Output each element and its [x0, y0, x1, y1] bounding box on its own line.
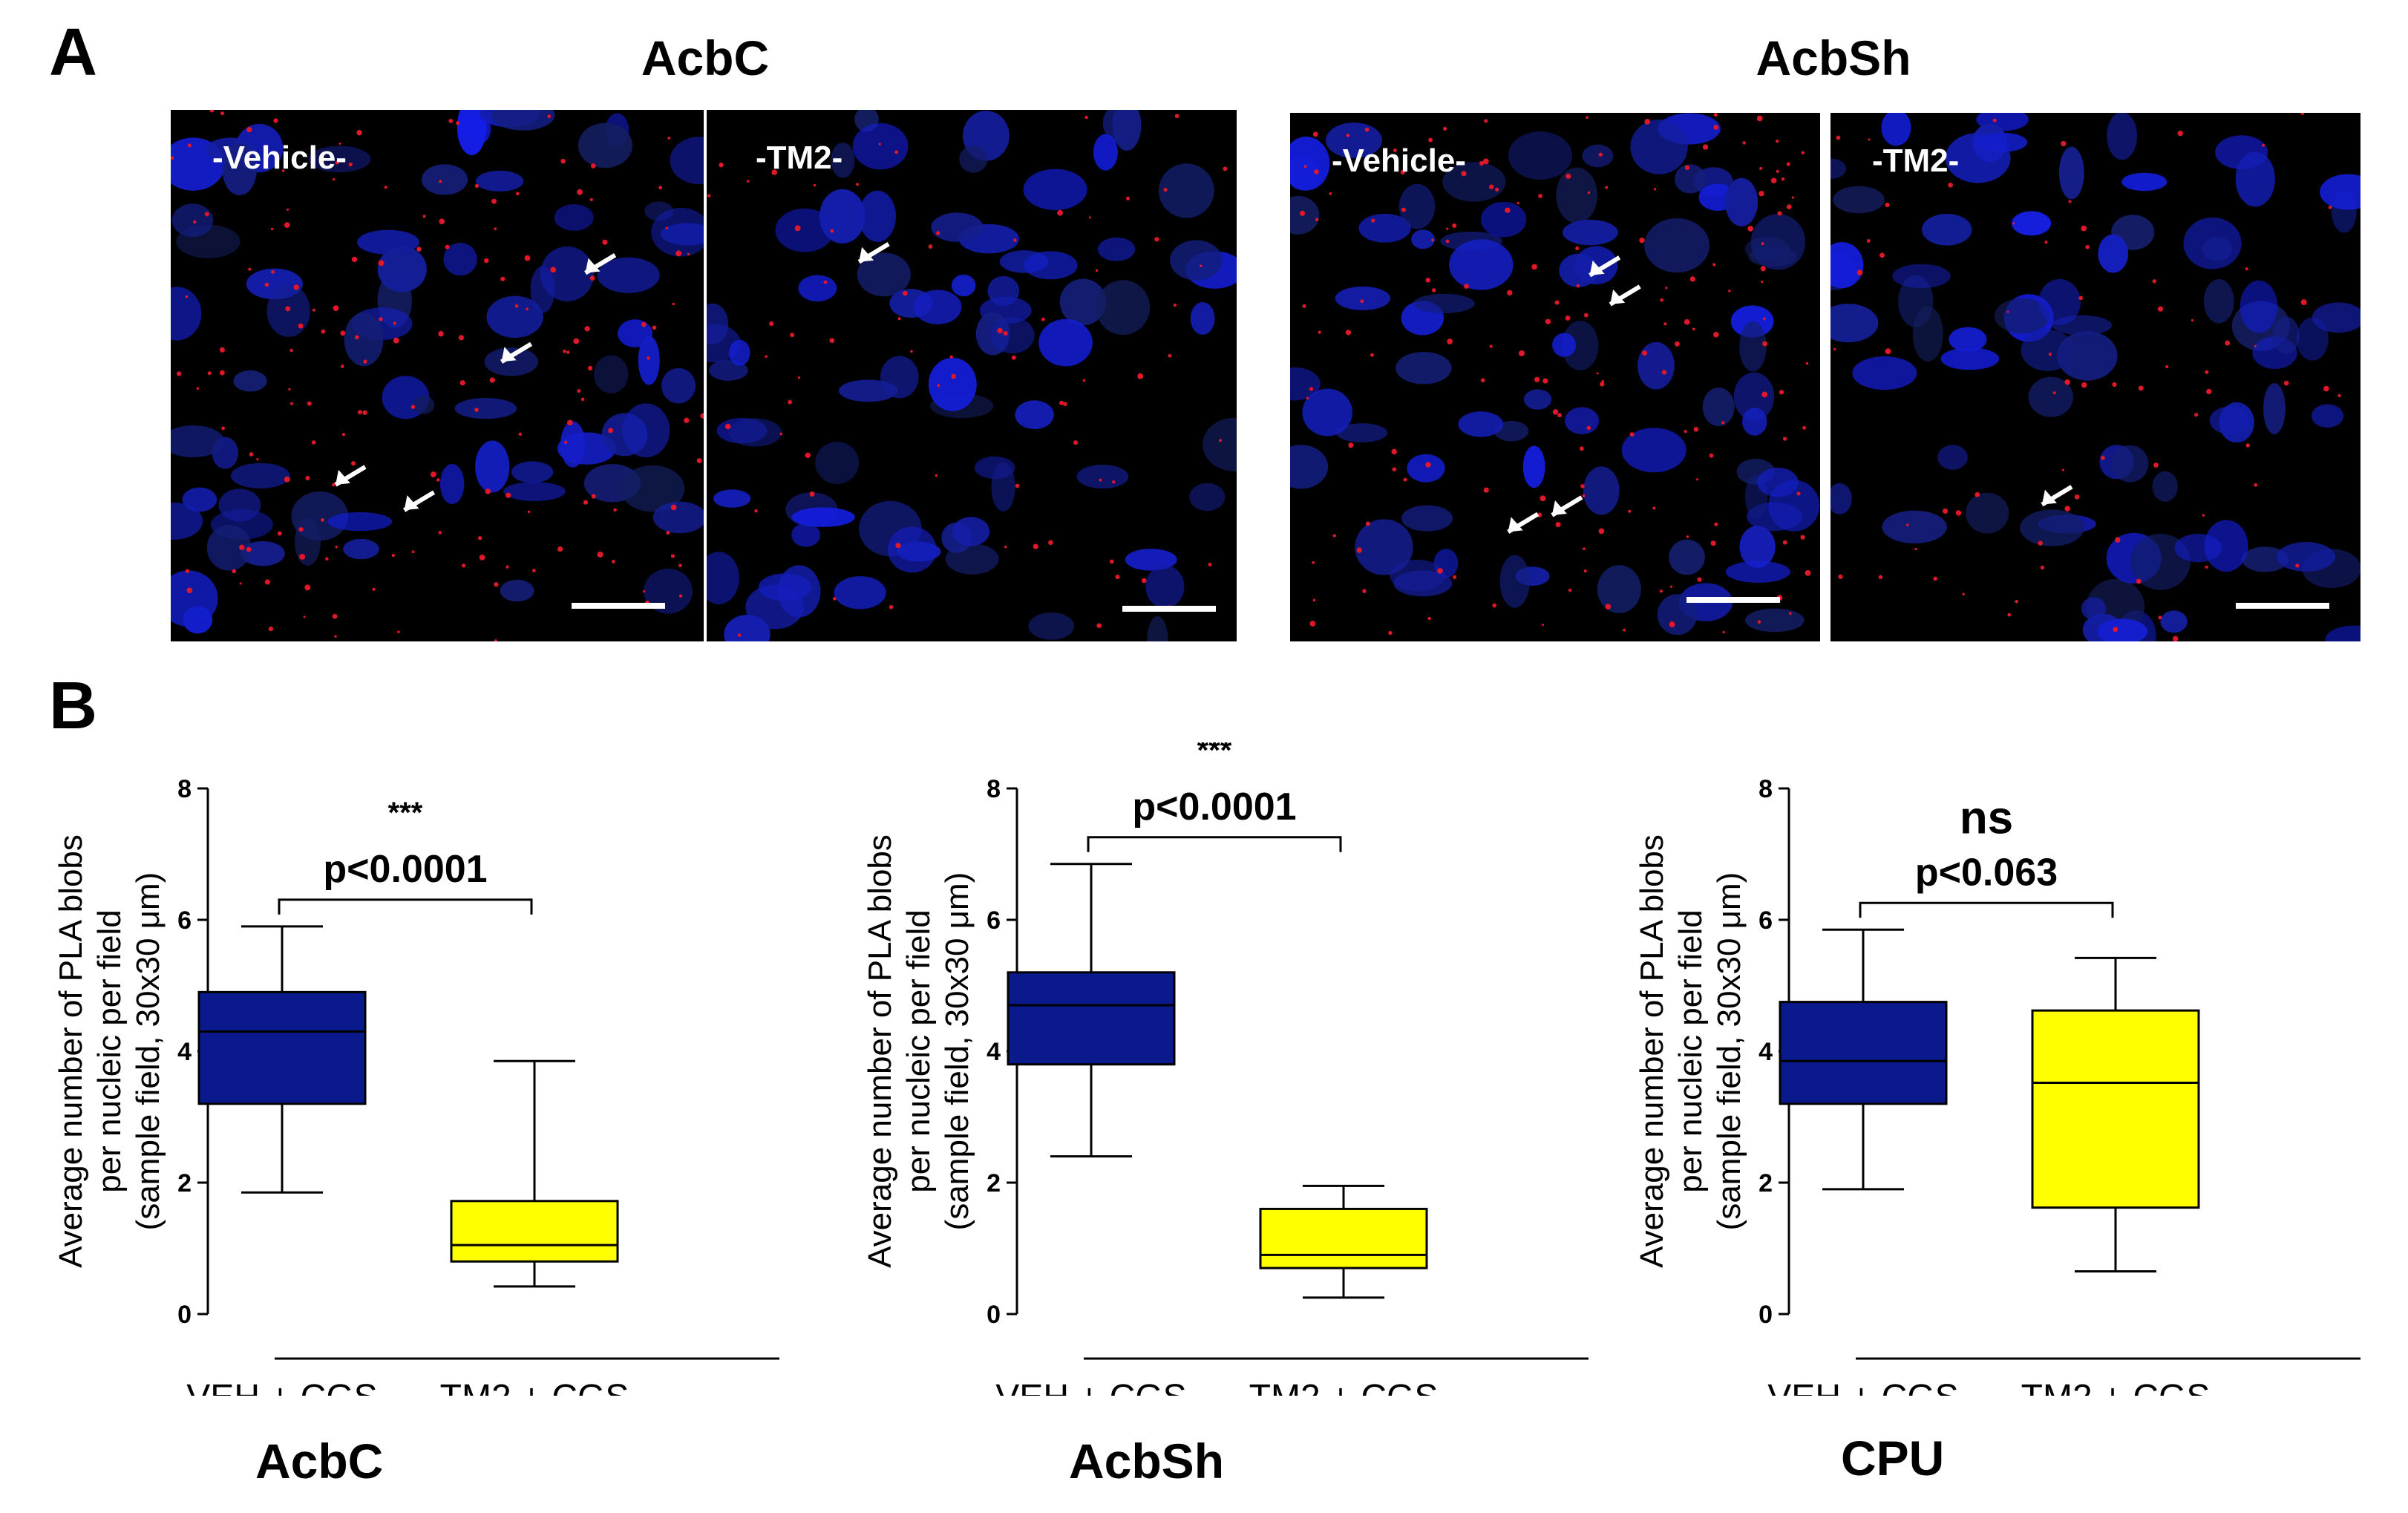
y-axis-label: Average number of PLA blobsper nucleic p…	[1634, 834, 1747, 1268]
significance-marker: ***	[388, 797, 423, 829]
significance-bracket	[278, 898, 533, 915]
y-axis-label-line: (sample field, 30x30 μm)	[130, 872, 166, 1231]
significance-bracket	[1859, 901, 2114, 918]
significance-bracket	[1087, 836, 1342, 852]
box-chart-acbc: 0 2 4 6 8 Average number of PLA blobsper nucl…	[53, 775, 779, 1396]
y-tick-label: 4	[1758, 1038, 1773, 1066]
arrow-head-icon	[1610, 289, 1626, 304]
significance-marker: ns	[1960, 792, 2013, 843]
y-tick-label: 8	[1758, 775, 1773, 803]
box-chart-acbsh: 0 2 4 6 8 Average number of PLA blobsper nucl…	[862, 742, 1589, 1396]
arrow-icons	[334, 253, 617, 512]
y-tick-label: 0	[987, 1301, 1001, 1329]
pla-dots	[1300, 113, 1811, 635]
y-tick-label: 0	[177, 1301, 192, 1329]
y-axis-label-line: Average number of PLA blobs	[862, 834, 898, 1268]
acbc-image-title: AcbC	[641, 30, 770, 85]
y-axis-label-line: (sample field, 30x30 μm)	[1711, 872, 1747, 1231]
box-veh	[1779, 928, 1948, 1191]
p-value-label: p<0.0001	[323, 848, 487, 891]
p-value-label: p<0.0001	[1132, 785, 1296, 829]
box-tm2	[1259, 1184, 1428, 1299]
chart-caption-acbsh: AcbSh	[1069, 1434, 1225, 1489]
arrow-head-icon	[2041, 489, 2057, 505]
significance-marker: ***	[1197, 742, 1232, 767]
box-tm2	[2031, 956, 2200, 1272]
nuclei-texture	[171, 110, 704, 634]
y-axis-label: Average number of PLA blobsper nucleic p…	[862, 834, 975, 1268]
acbsh-tm2-micrograph: -TM2-	[1830, 113, 2360, 641]
micrograph-label: -Vehicle-	[212, 140, 347, 176]
nuclei-texture	[1830, 113, 2360, 641]
arrow-icons	[2041, 485, 2073, 507]
box-iqr	[450, 1200, 619, 1263]
y-axis-label-line: per nucleic per field	[91, 909, 128, 1193]
nuclei-texture	[1290, 113, 1820, 635]
y-axis-label: Average number of PLA blobsper nucleic p…	[53, 834, 166, 1268]
scale-bar	[1122, 606, 1216, 612]
scale-bar	[1686, 597, 1780, 603]
micrograph-label: -Vehicle-	[1332, 143, 1466, 179]
box-tm2	[450, 1059, 619, 1288]
x-category-label: TM2 + CGS	[1249, 1378, 1439, 1396]
y-tick-label: 6	[1758, 906, 1773, 935]
chart-caption-acbc: AcbC	[255, 1434, 384, 1489]
y-tick-label: 0	[1758, 1301, 1773, 1329]
box-iqr	[1779, 1001, 1948, 1105]
box-iqr	[1259, 1207, 1428, 1269]
box-veh	[197, 925, 367, 1194]
y-tick-label: 6	[987, 906, 1001, 935]
acbc-vehicle-micrograph: -Vehicle-	[171, 110, 704, 641]
acbsh-image-title: AcbSh	[1756, 30, 1911, 85]
arrow-head-icon	[1551, 500, 1567, 515]
y-tick-label: 4	[177, 1038, 192, 1066]
box-iqr	[2031, 1009, 2200, 1209]
micrograph-label: -TM2-	[1872, 143, 1960, 179]
y-axis-label-line: per nucleic per field	[900, 909, 937, 1193]
x-category-label: VEH + CGS	[186, 1378, 377, 1396]
chart-caption-cpu: CPU	[1841, 1431, 1945, 1486]
box-chart-cpu: 0 2 4 6 8 Average number of PLA blobsper nucl…	[1634, 775, 2360, 1396]
panel-b-letter: B	[49, 669, 97, 743]
y-axis-label-line: (sample field, 30x30 μm)	[939, 872, 975, 1231]
x-category-label: VEH + CGS	[995, 1378, 1186, 1396]
arrow-head-icon	[501, 347, 517, 362]
scale-bar	[572, 603, 665, 609]
y-tick-label: 2	[1758, 1169, 1773, 1197]
x-category-label: VEH + CGS	[1767, 1378, 1958, 1396]
arrow-head-icon	[1589, 260, 1605, 275]
acbsh-vehicle-micrograph: -Vehicle-	[1290, 113, 1820, 641]
y-tick-label: 6	[177, 906, 192, 935]
arrow-icons	[1507, 255, 1641, 534]
pla-dots	[707, 114, 1228, 637]
panel-a-letter: A	[49, 16, 97, 90]
y-tick-label: 8	[987, 775, 1001, 803]
arrow-head-icon	[336, 469, 351, 485]
arrow-head-icon	[404, 495, 419, 511]
acbc-tm2-micrograph: -TM2-	[707, 110, 1237, 641]
box-iqr	[1007, 971, 1176, 1066]
pla-dots	[171, 110, 704, 641]
arrow-icons	[857, 242, 890, 264]
scale-bar	[2236, 603, 2329, 609]
box-veh	[1007, 863, 1176, 1158]
y-axis-label-line: per nucleic per field	[1672, 909, 1709, 1193]
pla-dots	[1833, 113, 2341, 641]
arrow-head-icon	[859, 246, 874, 262]
x-category-label: TM2 + CGS	[2021, 1378, 2211, 1396]
y-tick-label: 8	[177, 775, 192, 803]
y-tick-label: 4	[987, 1038, 1001, 1066]
y-axis-label-line: Average number of PLA blobs	[1634, 834, 1670, 1268]
y-tick-label: 2	[177, 1169, 192, 1197]
nuclei-texture	[707, 110, 1237, 641]
arrow-head-icon	[585, 258, 601, 273]
micrograph-label: -TM2-	[756, 140, 843, 176]
box-iqr	[197, 990, 367, 1105]
arrow-head-icon	[1508, 517, 1523, 532]
y-tick-label: 2	[987, 1169, 1001, 1197]
p-value-label: p<0.063	[1915, 851, 2058, 894]
y-axis-label-line: Average number of PLA blobs	[53, 834, 89, 1268]
x-category-label: TM2 + CGS	[440, 1378, 629, 1396]
